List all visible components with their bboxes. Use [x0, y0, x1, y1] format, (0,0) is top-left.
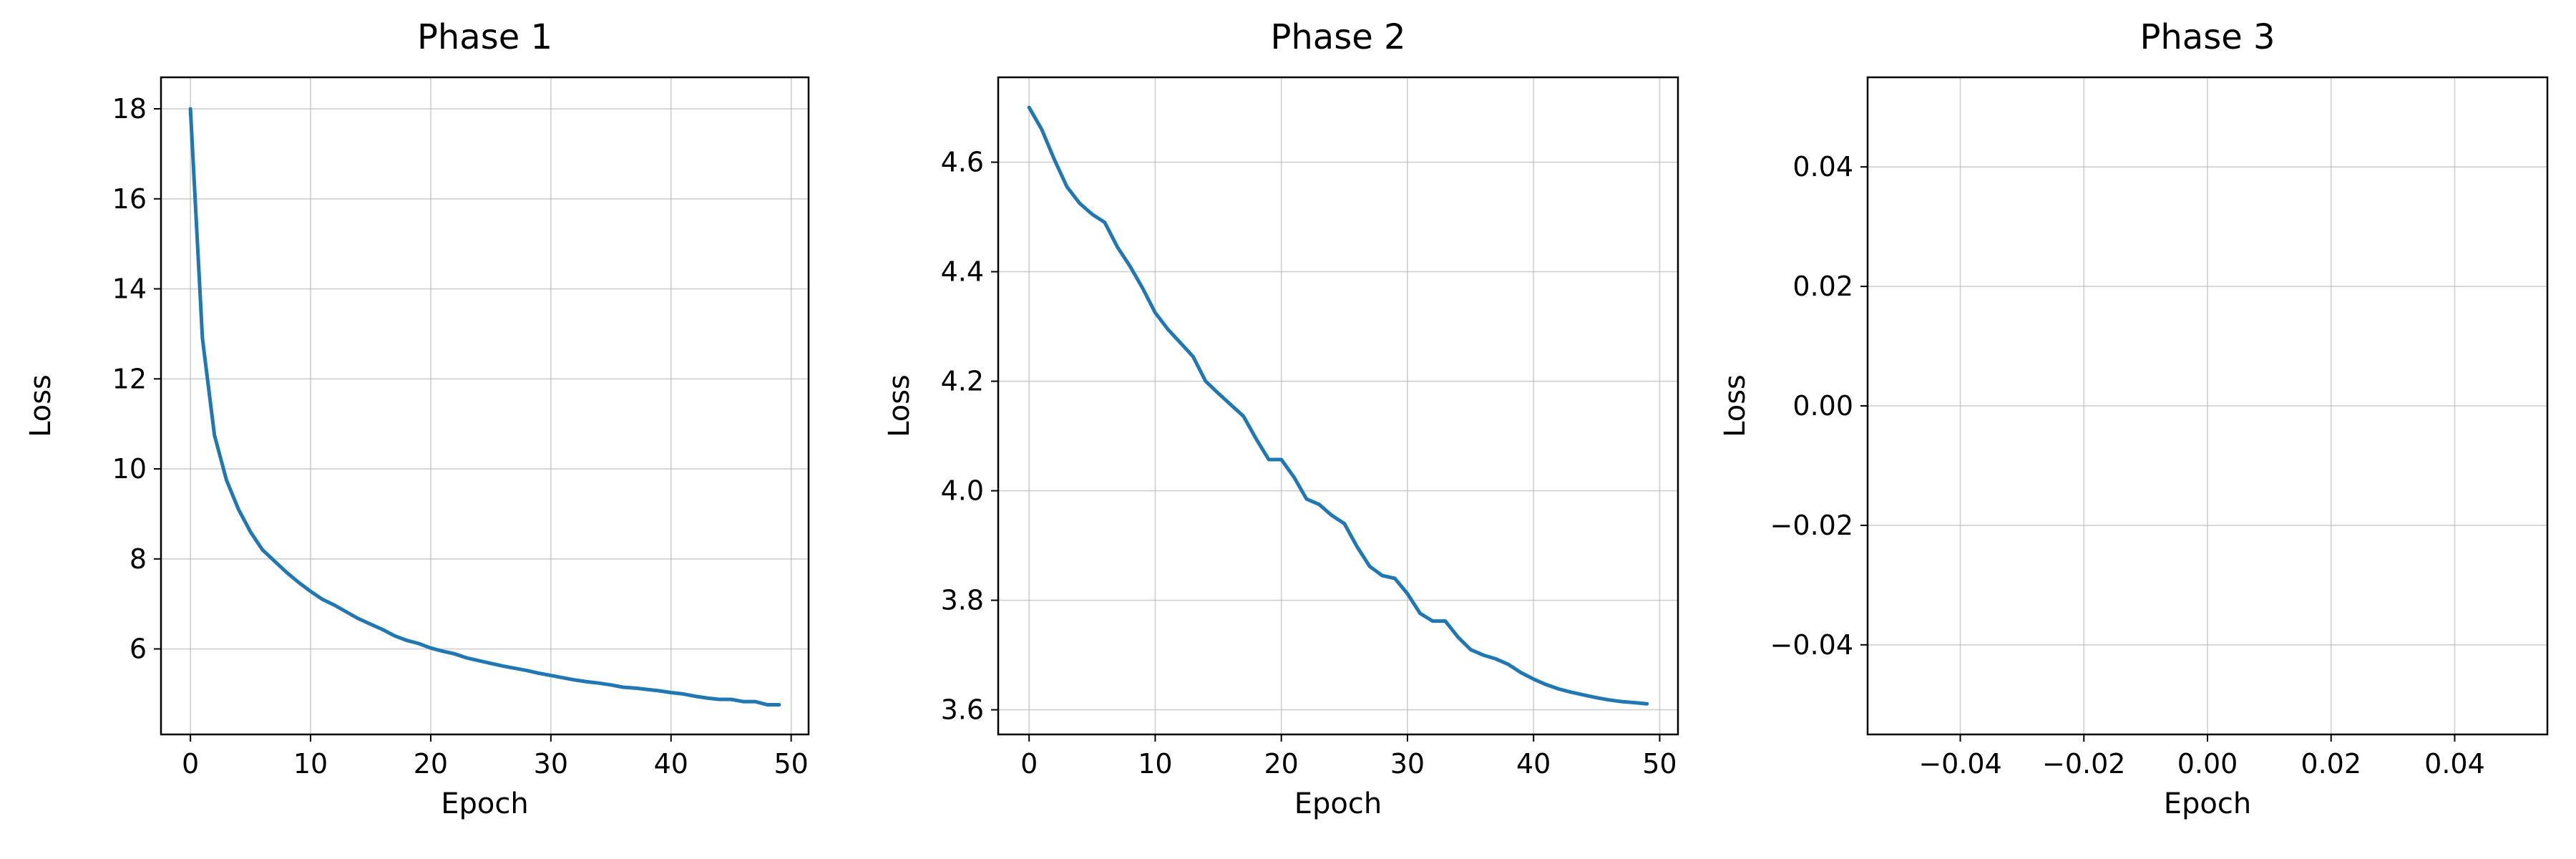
- subplot-1-x-tick-label: 0: [182, 748, 199, 780]
- subplot-2-y-tick-label: 4.0: [941, 475, 984, 507]
- subplot-1-x-tick-label: 10: [293, 748, 328, 780]
- subplot-1-x-axis-label: Epoch: [441, 787, 528, 820]
- subplot-2-y-ticks: 3.6 3.8 4.0 4.2 4.4 4.6: [941, 147, 998, 726]
- subplot-3-grid: [1868, 77, 2547, 734]
- subplot-2-x-tick-label: 50: [1642, 748, 1677, 780]
- subplot-2-x-tick-label: 0: [1020, 748, 1038, 780]
- subplot-1-loss-line: [188, 107, 781, 707]
- subplot-3-y-axis-label: Loss: [1719, 374, 1752, 437]
- subplot-3-y-tick-label: 0.04: [1792, 151, 1853, 183]
- subplot-1-y-tick-label: 10: [112, 453, 147, 485]
- subplot-3-x-tick-label: −0.02: [2042, 748, 2125, 780]
- subplot-3-x-tick-label: −0.04: [1918, 748, 2001, 780]
- subplot-2: 0 10 20 30 40 50 3.6 3.8 4.0 4.2 4.4 4.6 Phase 2 E…: [883, 17, 1679, 820]
- subplot-2-loss-line: [1027, 105, 1649, 706]
- subplot-1-x-tick-label: 50: [774, 748, 808, 780]
- subplot-1-y-tick-label: 12: [112, 363, 147, 394]
- subplot-3-x-tick-label: 0.02: [2301, 748, 2361, 780]
- subplot-1-x-ticks: 0 10 20 30 40 50: [182, 734, 809, 780]
- subplot-2-x-tick-label: 20: [1264, 748, 1299, 780]
- subplot-2-y-tick-label: 4.6: [941, 147, 984, 178]
- subplot-2-y-tick-label: 3.8: [941, 585, 984, 616]
- subplot-3-x-tick-label: 0.00: [2177, 748, 2238, 780]
- subplot-3-title: Phase 3: [2140, 17, 2275, 57]
- subplot-1-y-tick-label: 16: [112, 183, 147, 215]
- subplot-1-y-tick-label: 18: [112, 93, 147, 125]
- subplot-3-x-tick-label: 0.04: [2424, 748, 2485, 780]
- subplot-2-y-tick-label: 3.6: [941, 694, 984, 726]
- subplot-2-y-tick-label: 4.4: [941, 256, 984, 288]
- subplot-3-y-tick-label: 0.00: [1792, 390, 1853, 422]
- subplot-1: 0 10 20 30 40 50 6 8 10 12 14 16 18 Phase 1 Epoch L…: [24, 17, 810, 820]
- subplot-2-y-axis-label: Loss: [883, 374, 916, 437]
- subplot-1-y-tick-label: 8: [130, 543, 147, 575]
- subplot-1-x-tick-label: 30: [534, 748, 568, 780]
- subplot-1-grid: [161, 77, 809, 734]
- subplot-2-x-tick-label: 30: [1390, 748, 1425, 780]
- subplot-3-y-tick-label: 0.02: [1792, 271, 1853, 302]
- subplot-2-frame: [997, 76, 1679, 736]
- subplot-3-y-tick-label: −0.04: [1770, 629, 1853, 661]
- subplot-2-x-tick-label: 10: [1138, 748, 1172, 780]
- subplot-2-x-ticks: 0 10 20 30 40 50: [1020, 734, 1677, 780]
- subplot-2-y-tick-label: 4.2: [941, 366, 984, 397]
- subplot-3-x-ticks: −0.04 −0.02 0.00 0.02 0.04: [1918, 734, 2485, 780]
- subplot-3-y-tick-label: −0.02: [1770, 510, 1853, 541]
- subplot-3-x-axis-label: Epoch: [2164, 787, 2251, 820]
- subplot-1-y-axis-label: Loss: [24, 374, 57, 437]
- subplot-2-x-axis-label: Epoch: [1294, 787, 1382, 820]
- subplot-1-x-tick-label: 20: [414, 748, 448, 780]
- subplot-1-frame: [160, 76, 810, 736]
- subplot-2-series: [1027, 105, 1649, 706]
- subplot-3: −0.04 −0.02 0.00 0.02 0.04 −0.04 −0.02 0.00 0.0…: [1719, 17, 2549, 820]
- subplot-1-title: Phase 1: [417, 17, 552, 57]
- subplot-2-title: Phase 2: [1270, 17, 1405, 57]
- subplot-1-y-tick-label: 14: [112, 273, 147, 305]
- subplot-3-y-ticks: −0.04 −0.02 0.00 0.02 0.04: [1770, 151, 1868, 661]
- subplot-1-y-ticks: 6 8 10 12 14 16 18: [112, 93, 161, 665]
- subplot-1-x-tick-label: 40: [654, 748, 688, 780]
- subplot-2-grid: [998, 77, 1678, 734]
- subplot-1-series: [188, 107, 781, 707]
- subplot-1-y-tick-label: 6: [130, 634, 147, 665]
- subplot-2-x-tick-label: 40: [1516, 748, 1551, 780]
